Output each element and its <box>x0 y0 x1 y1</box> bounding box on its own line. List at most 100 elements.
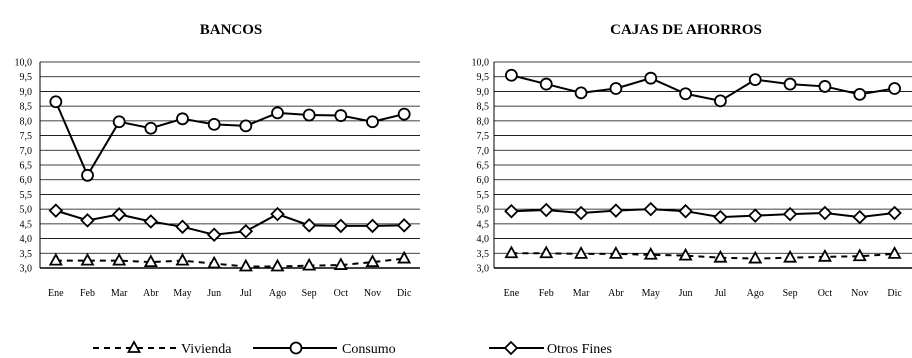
x-tick-label: Nov <box>364 288 381 299</box>
y-tick-label: 3,5 <box>477 249 490 260</box>
point-otros-fines <box>333 218 349 234</box>
y-tick-label: 7,0 <box>477 146 490 157</box>
y-tick-label: 3,0 <box>477 264 490 275</box>
chart-title: CAJAS DE AHORROS <box>610 22 762 38</box>
point-vivienda <box>539 245 554 259</box>
series-line-consumo <box>54 101 405 178</box>
x-tick-label: Jun <box>679 288 693 299</box>
x-tick-label: Oct <box>334 288 349 299</box>
point-vivienda <box>302 257 317 271</box>
x-tick-label: Mar <box>111 288 128 299</box>
point-otros-fines <box>175 219 190 235</box>
x-tick-label: Jun <box>207 288 221 299</box>
point-consumo <box>853 87 867 101</box>
x-tick-label: Abr <box>608 288 624 299</box>
point-vivienda <box>207 255 222 269</box>
x-tick-label: Ago <box>747 288 764 299</box>
point-otros-fines <box>608 203 624 218</box>
y-tick-label: 9,5 <box>20 72 33 83</box>
point-consumo <box>49 95 63 109</box>
x-tick-label: May <box>642 288 660 299</box>
point-otros-fines <box>573 205 589 221</box>
point-otros-fines <box>80 213 95 228</box>
point-otros-fines <box>301 218 317 233</box>
point-vivienda <box>333 257 348 270</box>
point-vivienda <box>175 252 190 266</box>
point-otros-fines <box>713 209 728 225</box>
series-line-otros-fines <box>55 209 405 236</box>
series-vivienda <box>504 245 902 264</box>
point-otros-fines <box>678 203 693 219</box>
point-consumo <box>679 87 692 101</box>
point-consumo <box>112 115 126 129</box>
point-otros-fines <box>887 205 902 221</box>
point-consumo <box>888 82 901 95</box>
x-tick-label: Feb <box>80 288 95 299</box>
point-vivienda <box>80 252 95 266</box>
y-tick-label: 8,0 <box>20 116 33 127</box>
point-otros-fines <box>747 208 763 223</box>
series-line-consumo <box>511 74 895 102</box>
x-tick-label: Sep <box>302 288 317 299</box>
point-vivienda <box>817 248 832 262</box>
y-tick-label: 3,0 <box>20 264 33 275</box>
point-consumo <box>366 115 379 129</box>
y-tick-label: 6,0 <box>477 175 490 186</box>
point-vivienda <box>783 249 798 263</box>
series-line-otros-fines <box>511 208 895 219</box>
y-tick-label: 3,5 <box>20 249 33 260</box>
point-vivienda <box>397 250 412 264</box>
x-tick-label: Oct <box>818 288 833 299</box>
point-vivienda <box>852 248 867 262</box>
point-consumo <box>818 80 832 93</box>
point-vivienda <box>112 252 127 266</box>
x-tick-label: Jul <box>715 288 727 299</box>
x-tick-label: Dic <box>887 288 902 299</box>
x-tick-label: May <box>173 288 191 299</box>
x-tick-label: Jul <box>240 288 252 299</box>
y-tick-label: 10,0 <box>15 58 33 69</box>
point-consumo <box>574 86 588 100</box>
y-tick-label: 4,0 <box>477 234 490 245</box>
point-otros-fines <box>852 209 868 225</box>
legend-label-vivienda: Vivienda <box>181 342 232 357</box>
y-tick-label: 6,5 <box>477 161 490 172</box>
point-vivienda <box>143 254 158 268</box>
point-otros-fines <box>48 203 64 218</box>
point-otros-fines <box>206 227 222 243</box>
point-otros-fines <box>504 203 519 219</box>
chart-bancos: BANCOS 10,0 9,5 9,0 8,5 8,0 7,5 7,0 6,5 6,0 5,5 5,… <box>15 22 420 299</box>
point-vivienda <box>643 246 658 260</box>
x-tick-label: Nov <box>851 288 868 299</box>
point-otros-fines <box>643 201 659 217</box>
y-tick-label: 6,0 <box>20 175 33 186</box>
y-tick-label: 7,5 <box>20 131 33 142</box>
point-consumo <box>207 117 221 131</box>
point-vivienda <box>270 258 285 272</box>
y-tick-label: 7,5 <box>477 131 490 142</box>
x-tick-label: Mar <box>573 288 590 299</box>
point-otros-fines <box>782 206 798 222</box>
y-tick-label: 8,5 <box>477 102 490 113</box>
x-tick-label: Abr <box>143 288 159 299</box>
x-tick-label: Ene <box>504 288 520 299</box>
y-tick-label: 10,0 <box>472 58 490 69</box>
legend-marker-otros-fines <box>503 340 519 356</box>
point-consumo <box>748 73 762 87</box>
legend-marker-consumo <box>289 341 303 355</box>
point-otros-fines <box>143 214 159 229</box>
series-otros-fines <box>504 201 902 225</box>
y-tick-label: 5,5 <box>477 190 490 201</box>
point-vivienda <box>608 246 623 259</box>
point-vivienda <box>678 247 693 261</box>
series-vivienda <box>48 250 412 272</box>
point-consumo <box>334 109 348 122</box>
y-tick-label: 9,0 <box>20 87 33 98</box>
point-consumo <box>239 119 253 133</box>
y-tick-label: 4,5 <box>477 219 490 230</box>
y-tick-label: 5,5 <box>20 190 33 201</box>
point-vivienda <box>365 254 380 268</box>
point-consumo <box>714 94 727 108</box>
point-otros-fines <box>396 218 412 233</box>
point-vivienda <box>887 246 902 259</box>
